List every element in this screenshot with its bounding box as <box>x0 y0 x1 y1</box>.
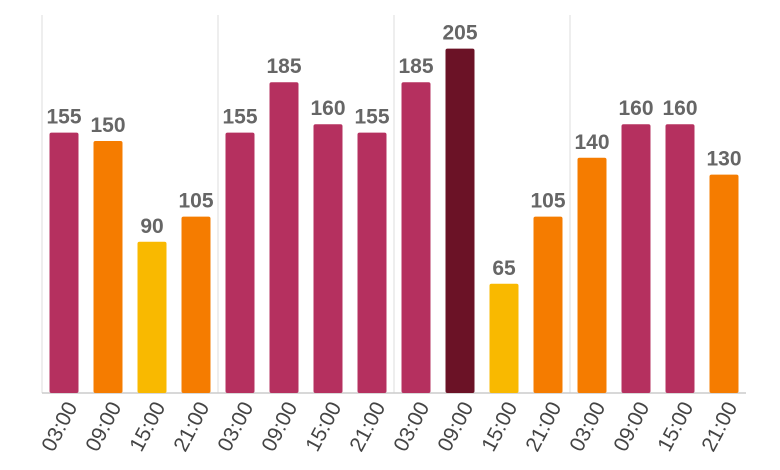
value-label: 105 <box>178 190 213 213</box>
x-tick-label: 09:00 <box>433 398 478 455</box>
x-tick-label: 21:00 <box>697 398 742 455</box>
x-tick-label: 09:00 <box>609 398 654 455</box>
value-label: 155 <box>354 106 389 129</box>
x-tick-label: 21:00 <box>521 398 566 455</box>
bar <box>709 174 739 393</box>
value-label: 185 <box>266 55 301 78</box>
x-tick-label: 21:00 <box>169 398 214 455</box>
bar <box>137 241 167 393</box>
value-label: 140 <box>574 131 609 154</box>
bar <box>49 132 79 393</box>
x-tick-label: 15:00 <box>301 398 346 455</box>
bar <box>93 141 123 393</box>
value-label: 65 <box>492 257 516 280</box>
x-tick-label: 03:00 <box>389 398 434 455</box>
bar <box>621 124 651 393</box>
value-label: 185 <box>398 55 433 78</box>
bar <box>665 124 695 393</box>
bar <box>357 132 387 393</box>
bar <box>401 82 431 393</box>
x-tick-label: 03:00 <box>565 398 610 455</box>
value-label: 160 <box>618 97 653 120</box>
bar <box>489 283 519 393</box>
value-label: 150 <box>90 114 125 137</box>
value-label: 160 <box>310 97 345 120</box>
x-tick-label: 15:00 <box>653 398 698 455</box>
bar <box>269 82 299 393</box>
x-tick-label: 03:00 <box>213 398 258 455</box>
value-label: 130 <box>706 148 741 171</box>
x-tick-label: 15:00 <box>125 398 170 455</box>
x-tick-label: 15:00 <box>477 398 522 455</box>
x-tick-label: 21:00 <box>345 398 390 455</box>
value-label: 155 <box>46 106 81 129</box>
bar <box>313 124 343 393</box>
bar <box>181 216 211 393</box>
value-label: 160 <box>662 97 697 120</box>
x-tick-label: 09:00 <box>81 398 126 455</box>
x-tick-label: 03:00 <box>37 398 82 455</box>
value-label: 205 <box>442 22 477 45</box>
x-tick-label: 09:00 <box>257 398 302 455</box>
bar <box>225 132 255 393</box>
bar <box>577 157 607 393</box>
bar <box>445 48 475 393</box>
value-label: 105 <box>530 190 565 213</box>
value-label: 155 <box>222 106 257 129</box>
value-label: 90 <box>140 215 163 238</box>
bar <box>533 216 563 393</box>
